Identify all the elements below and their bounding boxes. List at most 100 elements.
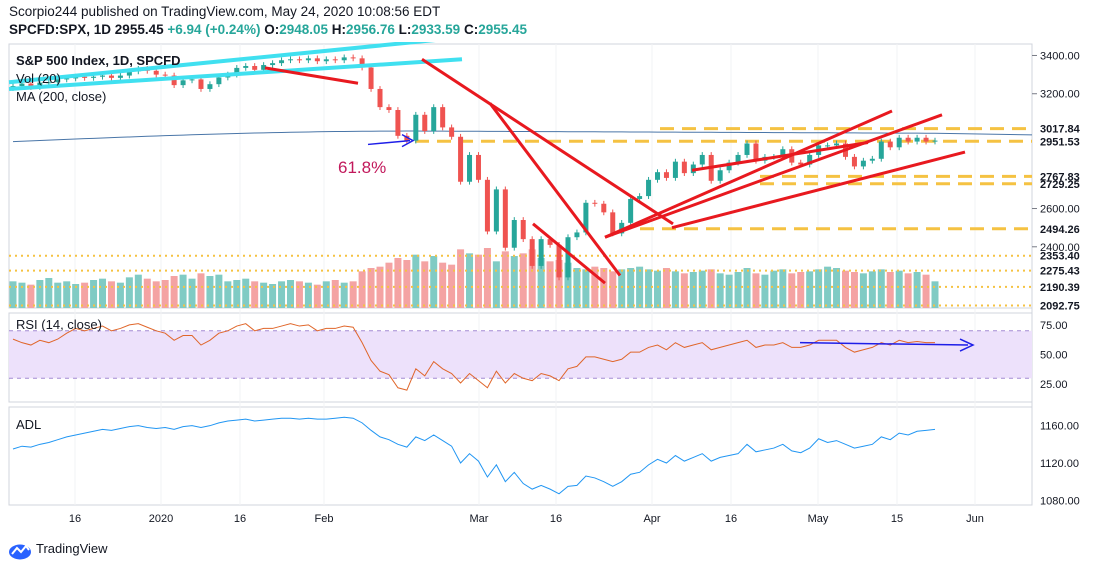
volume-bar xyxy=(600,268,608,308)
volume-bar xyxy=(45,278,53,308)
volume-bar xyxy=(716,273,724,308)
candle xyxy=(216,77,222,85)
close-value: 2955.45 xyxy=(478,22,528,37)
high-value: 2956.76 xyxy=(346,22,395,37)
candle xyxy=(565,237,571,278)
candle xyxy=(807,154,813,165)
volume-bar xyxy=(358,271,366,308)
x-tick-label: May xyxy=(808,513,829,525)
low-value: 2933.59 xyxy=(411,22,461,37)
price-change: +6.94 (+0.24%) xyxy=(167,22,261,37)
volume-bar xyxy=(367,268,375,308)
price-level-label: 2767.83 xyxy=(1040,171,1080,183)
volume-bar xyxy=(81,282,89,308)
volume-bar xyxy=(116,282,124,308)
volume-bar xyxy=(54,282,62,308)
trend-line-red xyxy=(532,222,606,285)
adl-axis-label: 1160.00 xyxy=(1040,421,1079,433)
candle xyxy=(19,83,25,87)
volume-bar xyxy=(36,280,44,308)
candle xyxy=(64,78,70,80)
volume-bar xyxy=(743,268,751,308)
candle xyxy=(851,156,857,167)
volume-bar xyxy=(779,269,787,308)
candle xyxy=(932,140,938,142)
price-axis-label: 2400.00 xyxy=(1040,242,1080,254)
tradingview-brand[interactable]: TradingView xyxy=(36,541,108,556)
rsi-legend: RSI (14, close) xyxy=(16,317,102,332)
candle xyxy=(860,160,866,167)
volume-bar xyxy=(286,280,294,308)
candle xyxy=(699,154,705,165)
volume-bar xyxy=(859,273,867,308)
adl-pane xyxy=(8,406,1033,506)
volume-bar xyxy=(770,270,778,308)
volume-bar xyxy=(618,269,626,308)
volume-bar xyxy=(573,268,581,308)
candle xyxy=(413,114,419,141)
ma-200-line xyxy=(12,130,1033,143)
symbol-label: SPCFD:SPX, 1D xyxy=(9,22,112,37)
candle xyxy=(395,110,401,136)
volume-bar xyxy=(278,281,286,308)
tradingview-logo-icon[interactable] xyxy=(8,540,32,560)
volume-bar xyxy=(466,253,474,308)
volume-bar xyxy=(403,260,411,308)
volume-bar xyxy=(340,282,348,308)
chart-title: S&P 500 Index, 1D, SPCFD xyxy=(16,53,181,68)
fib-arrow-line xyxy=(367,139,411,146)
candle xyxy=(646,179,652,197)
volume-bar xyxy=(448,264,456,308)
candle xyxy=(655,172,661,180)
volume-bar xyxy=(215,274,223,308)
candle xyxy=(923,137,929,142)
candle xyxy=(520,220,526,240)
volume-bar xyxy=(304,282,312,308)
volume-bar xyxy=(707,269,715,308)
candle xyxy=(234,67,240,75)
volume-bar xyxy=(412,254,420,308)
trend-line-channel-bottom xyxy=(8,57,463,91)
trend-line-red xyxy=(604,113,943,239)
chart-canvas[interactable]: 16 2020 16 Feb Mar 16 Apr 16 May 15 Jun 3400.00 3200… xyxy=(0,42,1099,532)
volume-bar xyxy=(483,248,491,308)
volume-bar xyxy=(99,278,107,308)
price-level-label: 3017.84 xyxy=(1040,124,1081,136)
candle xyxy=(574,232,580,238)
rsi-axis-label: 75.00 xyxy=(1040,320,1068,332)
rsi-axis-label: 25.00 xyxy=(1040,379,1068,391)
candle xyxy=(914,137,920,142)
volume-bar xyxy=(385,262,393,308)
candle xyxy=(91,76,97,78)
open-label: O: xyxy=(264,22,280,37)
volume-legend: Vol (20) xyxy=(16,71,61,86)
volume-bar xyxy=(295,281,303,308)
candle xyxy=(243,66,249,68)
candle xyxy=(905,137,911,142)
candle xyxy=(100,75,106,77)
candle xyxy=(744,143,750,155)
volume-bar xyxy=(815,269,823,308)
candle xyxy=(753,143,759,161)
volume-bar xyxy=(143,278,151,308)
rsi-band xyxy=(9,330,1032,379)
volume-bar xyxy=(833,268,841,308)
candle xyxy=(825,145,831,147)
fib-arrow-head xyxy=(401,133,415,148)
candle xyxy=(628,198,634,223)
candle xyxy=(153,70,159,75)
candle xyxy=(252,66,258,70)
volume-bar xyxy=(224,281,232,308)
chart-header: Scorpio244 published on TradingView.com,… xyxy=(0,0,1099,42)
volume-bar xyxy=(474,254,482,308)
x-tick-label: Feb xyxy=(315,513,334,525)
candle xyxy=(368,67,374,89)
price-level-label: 2951.53 xyxy=(1040,136,1080,148)
volume-bar xyxy=(125,277,133,308)
candle xyxy=(869,158,875,161)
candle xyxy=(619,222,625,234)
volume-bar xyxy=(134,274,142,308)
price-level-label: 2353.40 xyxy=(1040,251,1080,263)
close-label: C: xyxy=(463,22,479,37)
volume-bar xyxy=(72,284,80,308)
